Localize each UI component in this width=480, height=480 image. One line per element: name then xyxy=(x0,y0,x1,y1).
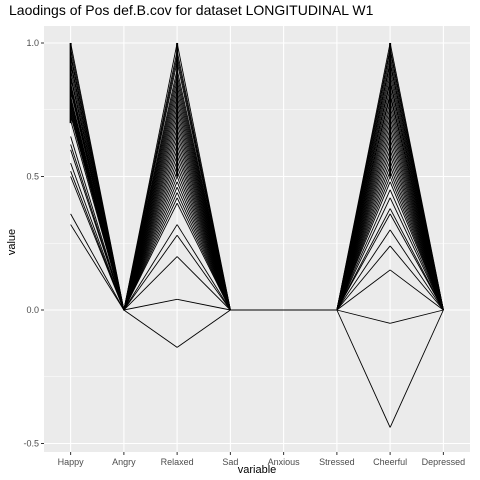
profile-line xyxy=(389,181,444,311)
x-axis-ticks: Happy Angry Relaxed Sad Anxious Stressed Cheer… xyxy=(58,452,466,467)
profile-line xyxy=(70,120,125,311)
y-axis-ticks: -0.5 0.0 0.5 1.0 xyxy=(23,38,44,449)
x-tick-label: Relaxed xyxy=(161,457,194,467)
profile-line xyxy=(336,229,391,311)
profile-line xyxy=(390,309,444,324)
profile-line xyxy=(336,309,391,428)
profile-line xyxy=(70,224,125,311)
x-tick-label: Sad xyxy=(222,457,238,467)
x-tick-label: Anxious xyxy=(268,457,301,467)
profile-line xyxy=(336,197,391,311)
profile-line xyxy=(70,162,125,311)
profile-line xyxy=(389,245,444,311)
profile-line xyxy=(389,213,444,311)
x-tick-label: Angry xyxy=(112,457,136,467)
y-axis-title: value xyxy=(6,229,18,255)
y-tick-label: -0.5 xyxy=(23,439,39,449)
x-tick-label: Cheerful xyxy=(373,457,407,467)
profile-line xyxy=(123,256,178,311)
x-axis-title: variable xyxy=(238,464,277,476)
x-tick-label: Depressed xyxy=(422,457,466,467)
profile-line xyxy=(389,309,444,428)
profile-line xyxy=(176,234,231,311)
y-tick-label: 0.0 xyxy=(26,305,39,315)
profile-line xyxy=(336,213,391,311)
profile-line xyxy=(389,229,444,311)
profile-line xyxy=(336,189,391,311)
profile-line xyxy=(123,202,178,311)
profile-line xyxy=(123,298,178,311)
profile-line xyxy=(336,245,391,311)
profile-line xyxy=(123,234,178,311)
profile-line xyxy=(177,298,231,311)
profile-line xyxy=(70,176,125,311)
profile-line xyxy=(389,189,444,311)
profile-line xyxy=(176,309,231,348)
profile-line xyxy=(70,213,125,311)
y-tick-label: 0.5 xyxy=(26,172,39,182)
x-tick-label: Stressed xyxy=(319,457,355,467)
profile-line xyxy=(176,256,231,311)
profile-line xyxy=(123,309,178,348)
profile-line xyxy=(70,149,125,311)
profile-line xyxy=(389,269,444,311)
profile-line xyxy=(336,269,391,311)
profile-line xyxy=(336,309,391,324)
profile-line xyxy=(123,224,178,311)
y-tick-label: 1.0 xyxy=(26,38,39,48)
profile-line xyxy=(336,181,391,311)
profile-line xyxy=(389,197,444,311)
profile-lines xyxy=(69,42,444,428)
x-tick-label: Happy xyxy=(58,457,85,467)
profile-line xyxy=(176,202,231,311)
profile-line xyxy=(176,224,231,311)
chart-title: Laodings of Pos def.B.cov for dataset LO… xyxy=(9,2,374,18)
